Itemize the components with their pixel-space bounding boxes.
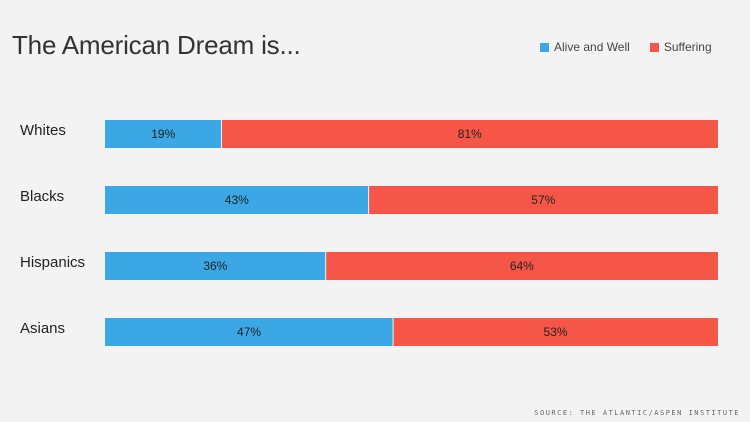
legend: Alive and Well Suffering bbox=[540, 40, 732, 54]
bar-asians-alive-and-well bbox=[105, 318, 394, 346]
legend-swatch-suffering bbox=[649, 42, 659, 52]
legend-swatch-alive bbox=[540, 42, 549, 52]
bar-asians-suffering bbox=[393, 318, 718, 346]
bar-hispanics-alive-and-well bbox=[105, 252, 326, 280]
legend-label-suffering: Suffering bbox=[663, 40, 712, 54]
bar-whites-suffering bbox=[221, 120, 718, 148]
data-label-whites-suffering: 81% bbox=[458, 127, 482, 141]
data-label-blacks-suffering: 57% bbox=[531, 193, 555, 207]
source-note: SOURCE: THE ATLANTIC/ASPEN INSTITUTE bbox=[534, 409, 740, 417]
bar-blacks-alive-and-well bbox=[105, 186, 369, 214]
category-label-whites: Whites bbox=[20, 122, 66, 139]
category-label-asians: Asians bbox=[20, 320, 65, 337]
bar-hispanics-suffering bbox=[325, 252, 718, 280]
category-label-blacks: Blacks bbox=[20, 188, 64, 205]
data-label-hispanics-suffering: 64% bbox=[510, 259, 534, 273]
legend-item-suffering: Suffering bbox=[649, 40, 712, 54]
legend-item-alive: Alive and Well bbox=[540, 40, 630, 54]
data-label-asians-suffering: 53% bbox=[544, 325, 568, 339]
bar-whites-alive-and-well bbox=[105, 120, 222, 148]
data-label-whites-alive-and-well: 19% bbox=[151, 127, 175, 141]
bar-blacks-suffering bbox=[368, 186, 718, 214]
data-label-blacks-alive-and-well: 43% bbox=[225, 193, 249, 207]
stacked-bar-chart: Whites 19% 81% Blacks 43% 57% Hispanics 36% 64% A… bbox=[20, 120, 718, 346]
legend-label-alive: Alive and Well bbox=[554, 40, 630, 54]
data-label-asians-alive-and-well: 47% bbox=[237, 325, 261, 339]
category-label-hispanics: Hispanics bbox=[20, 254, 85, 271]
chart-title: The American Dream is... bbox=[12, 30, 301, 60]
data-label-hispanics-alive-and-well: 36% bbox=[203, 259, 227, 273]
